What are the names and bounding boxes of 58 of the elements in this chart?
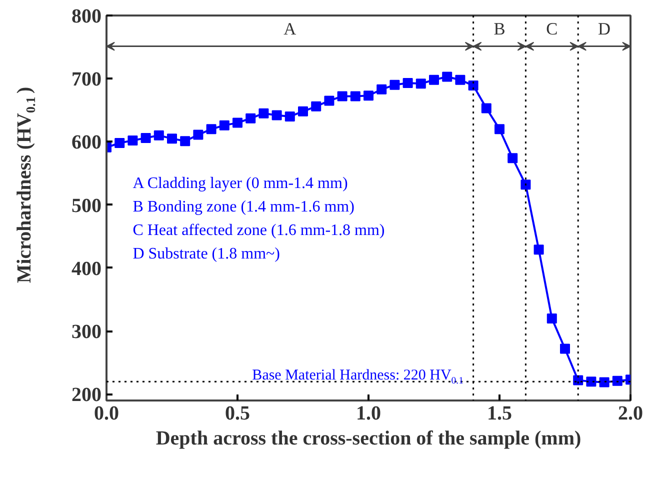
annotation: C Heat affected zone (1.6 mm-1.8 mm): [132, 222, 385, 239]
point: [232, 118, 242, 128]
point: [246, 113, 256, 124]
point: [193, 130, 204, 140]
x-tick-label: 1.0: [356, 402, 381, 424]
annotation: B: [494, 19, 506, 38]
annotation: D Substrate (1.8 mm~): [132, 245, 280, 262]
annotation: C: [546, 19, 558, 38]
point: [114, 138, 125, 148]
annotation: A Cladding layer (0 mm-1.4 mm): [132, 175, 348, 192]
point: [154, 130, 164, 140]
y-tick-label: 400: [72, 258, 102, 280]
point: [586, 376, 596, 387]
y-tick-label: 600: [72, 132, 102, 154]
point: [258, 108, 269, 118]
annotation: A: [284, 19, 297, 38]
point: [180, 136, 190, 146]
point: [494, 124, 504, 134]
point: [599, 377, 610, 388]
point: [402, 78, 413, 88]
point: [546, 313, 557, 324]
point: [167, 134, 177, 144]
point: [455, 74, 466, 85]
y-tick-label: 300: [72, 321, 102, 344]
point: [284, 111, 295, 122]
point: [416, 78, 426, 89]
point: [350, 91, 360, 102]
x-tick-label: 1.5: [487, 402, 512, 424]
x-axis-title: Depth across the cross-section of the sample (mm): [156, 428, 582, 450]
point: [481, 103, 492, 114]
point: [311, 101, 322, 112]
point: [534, 244, 544, 255]
y-tick-label: 700: [72, 68, 102, 91]
y-axis-title: Microhardness (HV0.1): [14, 86, 38, 284]
point: [468, 80, 478, 91]
annotation: B Bonding zone (1.4 mm-1.6 mm): [132, 198, 354, 216]
point: [140, 132, 151, 143]
point: [612, 376, 622, 386]
point: [376, 84, 387, 94]
x-tick-label: 0.5: [225, 402, 250, 424]
point: [560, 344, 570, 354]
point: [272, 110, 282, 120]
y-tick-label: 500: [72, 194, 102, 217]
annotation: D: [598, 19, 611, 38]
point: [390, 80, 400, 90]
point: [298, 106, 308, 116]
y-tick-label: 800: [72, 6, 102, 28]
point: [442, 72, 452, 82]
point: [128, 135, 138, 146]
point: [429, 74, 439, 85]
point: [520, 180, 531, 190]
point: [508, 153, 518, 164]
point: [364, 90, 374, 101]
point: [219, 120, 230, 130]
x-tick-label: 2.0: [618, 402, 643, 424]
point: [206, 124, 216, 134]
point: [337, 91, 348, 102]
point: [324, 96, 334, 106]
